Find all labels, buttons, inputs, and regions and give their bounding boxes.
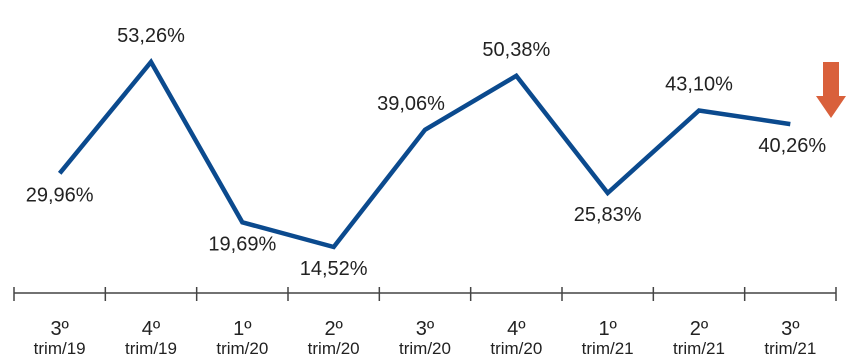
data-label: 14,52%	[300, 258, 368, 280]
x-tick-label-quarter: 3º	[416, 318, 435, 340]
data-label: 50,38%	[482, 39, 550, 61]
x-tick-label-year: trim/21	[673, 339, 725, 358]
down-arrow-icon	[816, 62, 846, 118]
x-tick-label-year: trim/20	[308, 339, 360, 358]
data-label: 25,83%	[574, 204, 642, 226]
data-label: 39,06%	[377, 93, 445, 115]
x-tick-label-year: trim/19	[34, 339, 86, 358]
data-label: 29,96%	[26, 184, 94, 206]
x-tick-label-quarter: 1º	[598, 318, 617, 340]
x-tick-label-year: trim/19	[125, 339, 177, 358]
x-tick-label-quarter: 3º	[781, 318, 800, 340]
data-label: 53,26%	[117, 25, 185, 47]
x-tick-label-quarter: 2º	[690, 318, 709, 340]
data-label: 40,26%	[758, 135, 826, 157]
x-tick-label-year: trim/20	[399, 339, 451, 358]
x-tick-label-year: trim/21	[764, 339, 816, 358]
x-tick-label-year: trim/21	[582, 339, 634, 358]
x-tick-labels: 3ºtrim/194ºtrim/191ºtrim/202ºtrim/203ºtr…	[34, 318, 817, 358]
data-labels: 29,96% 53,26% 19,69% 14,52% 39,06% 50,38% 25,8…	[26, 25, 827, 280]
x-tick-label-quarter: 1º	[233, 318, 252, 340]
series-line-group	[57, 58, 791, 250]
x-tick-label-quarter: 3º	[50, 318, 69, 340]
x-tick-label-year: trim/20	[216, 339, 268, 358]
x-tick-label-quarter: 4º	[142, 318, 161, 340]
x-axis	[13, 287, 837, 301]
data-label: 19,69%	[208, 233, 276, 255]
data-label: 43,10%	[665, 74, 733, 96]
x-tick-label-quarter: 2º	[324, 318, 343, 340]
trend-arrow	[816, 62, 846, 118]
series-line	[57, 58, 791, 250]
x-tick-label-year: trim/20	[490, 339, 542, 358]
x-tick-label-quarter: 4º	[507, 318, 526, 340]
